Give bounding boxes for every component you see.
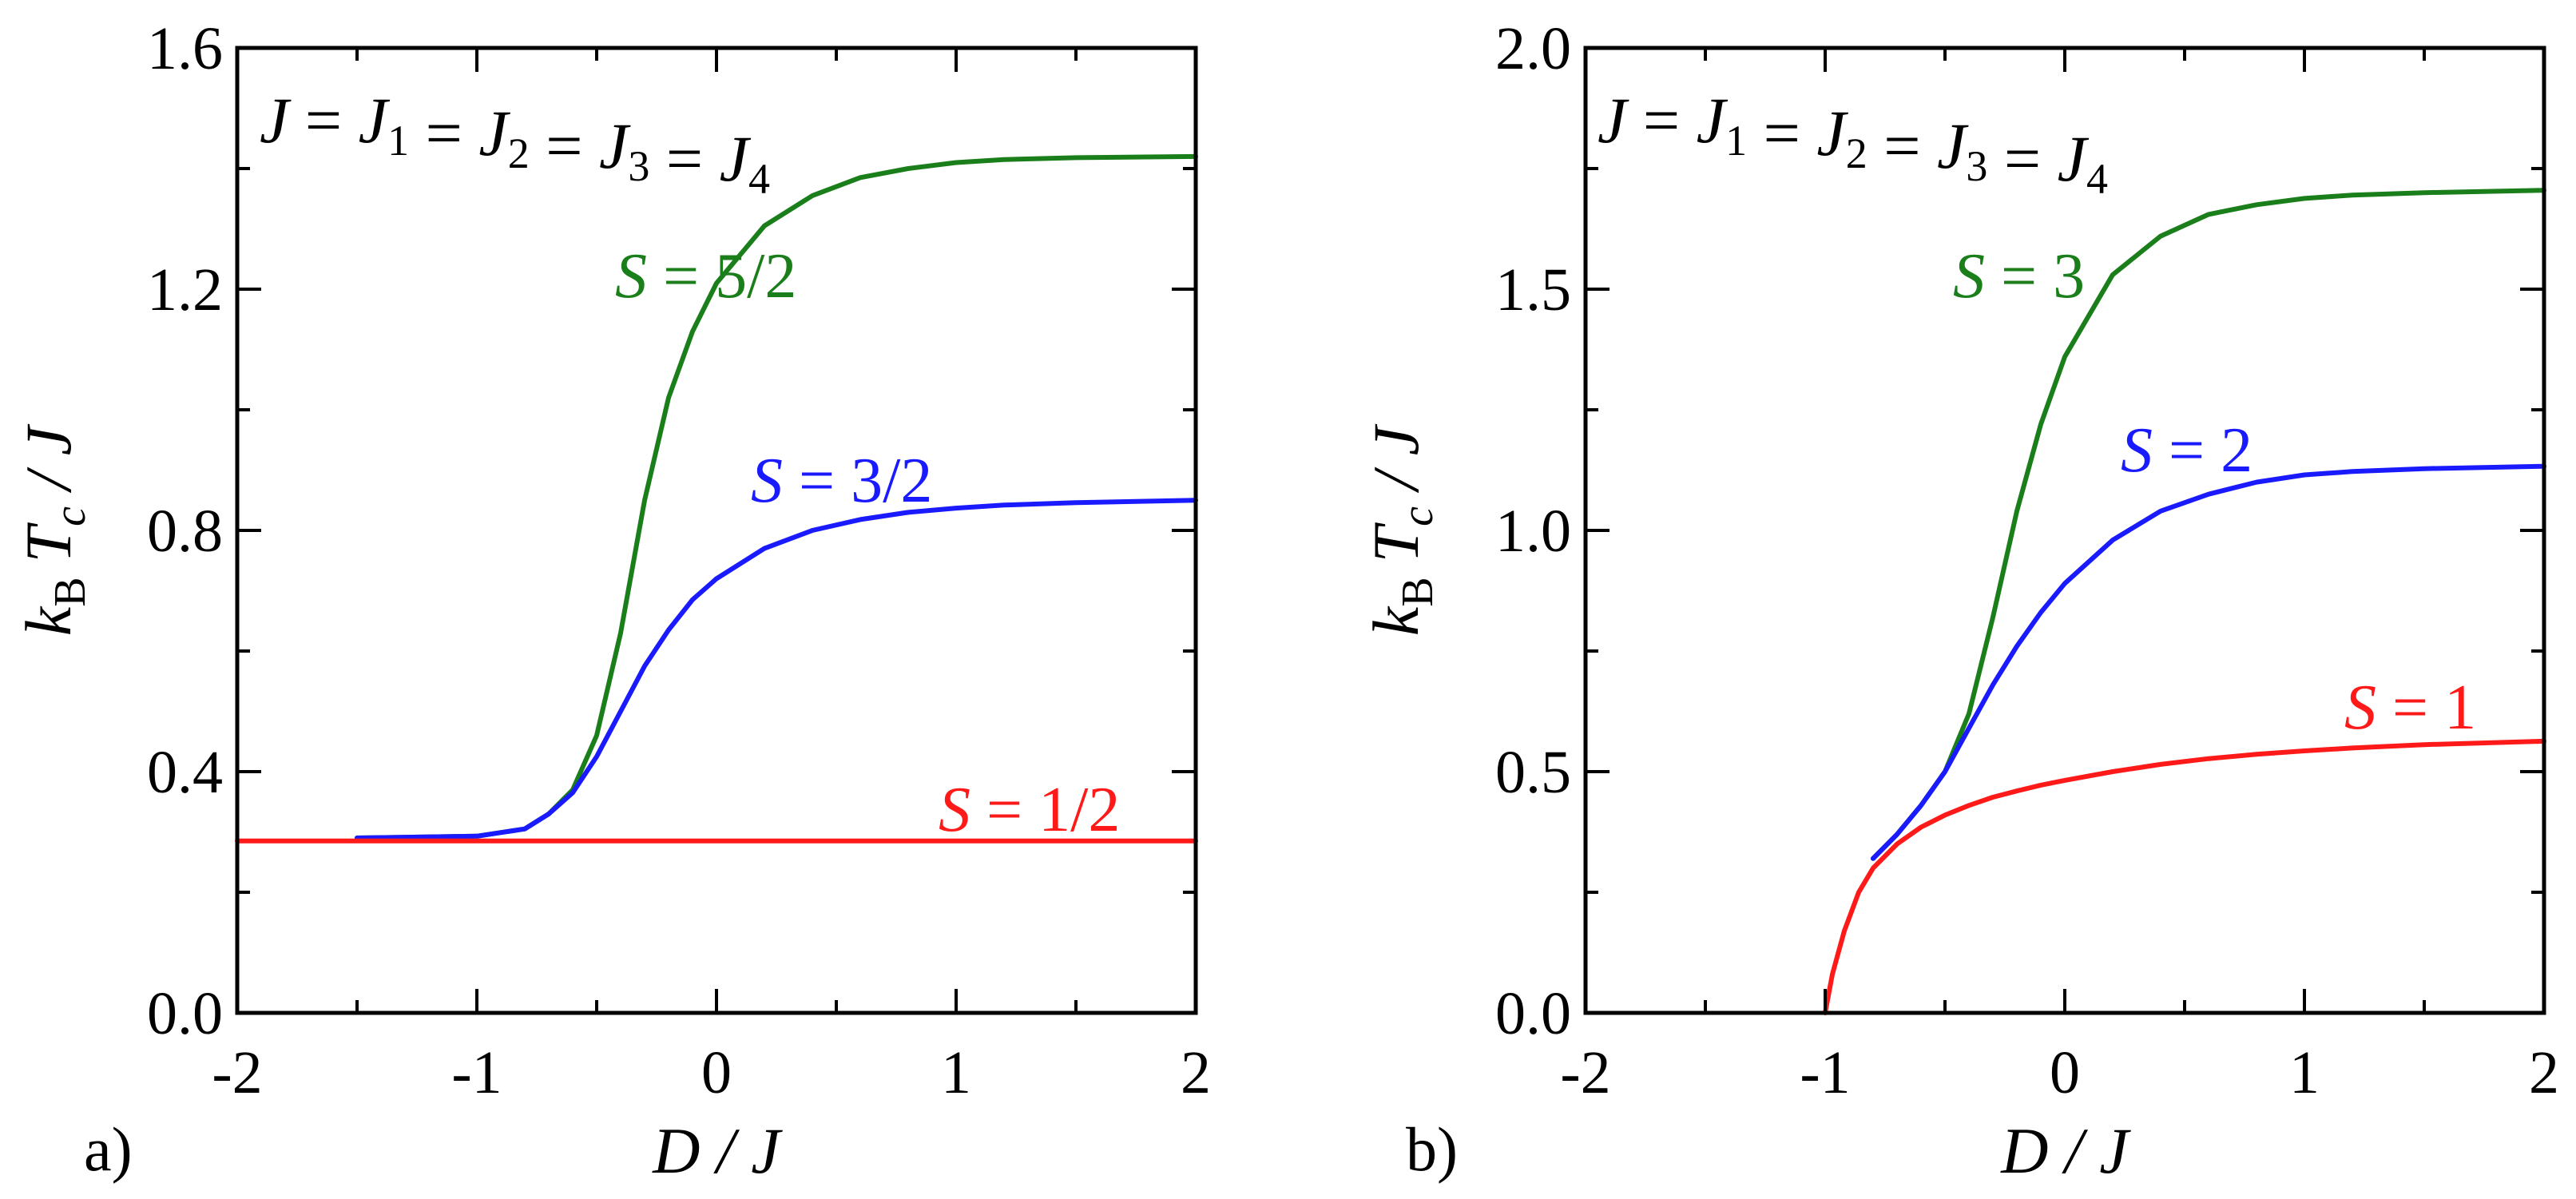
series-label: S = 3 xyxy=(1953,241,2085,312)
y-tick-label: 0.5 xyxy=(1495,739,1571,806)
y-tick-label: 0.0 xyxy=(147,980,223,1047)
x-tick-label: -2 xyxy=(1560,1039,1610,1106)
y-tick-label: 0.0 xyxy=(1495,980,1571,1047)
x-tick-label: 2 xyxy=(1181,1039,1211,1106)
y-tick-label: 0.4 xyxy=(147,739,223,806)
y-tick-label: 2.0 xyxy=(1495,15,1571,82)
series-line-2 xyxy=(1871,463,2546,861)
y-axis-label: kBTc / J xyxy=(1359,423,1443,636)
y-tick-label: 1.6 xyxy=(147,15,223,82)
series-label: S = 3/2 xyxy=(751,446,932,516)
series-label: S = 5/2 xyxy=(615,241,796,312)
panel-a: -2 -1 0 1 2 0.0 0.4 0.8 1.2 1.6 D / J kBTc / J J = J… xyxy=(12,15,1211,1187)
x-tick-label: 0 xyxy=(701,1039,732,1106)
y-tick-label: 1.2 xyxy=(147,256,223,324)
x-tick-label: 1 xyxy=(941,1039,971,1106)
x-tick-label: -1 xyxy=(1800,1039,1850,1106)
y-tick-label: 1.0 xyxy=(1495,498,1571,565)
series-label: S = 2 xyxy=(2121,415,2253,486)
x-tick-label: 0 xyxy=(2050,1039,2080,1106)
y-axis-label: kBTc / J xyxy=(12,423,95,636)
x-tick-label: -2 xyxy=(212,1039,262,1106)
series-label: S = 1 xyxy=(2344,673,2476,743)
panel-label: b) xyxy=(1406,1114,1458,1184)
panel-label: a) xyxy=(84,1114,133,1184)
x-tick-label: -1 xyxy=(451,1039,502,1106)
series-line-32 xyxy=(355,498,1198,840)
coupling-equation: J = J1 = J2 = J3 = J4 xyxy=(260,84,770,203)
y-tick-label: 1.5 xyxy=(1495,256,1571,324)
x-axis-label: D / J xyxy=(652,1114,783,1187)
panel-b: -2 -1 0 1 2 0.0 0.5 1.0 1.5 2.0 D / J kBTc / J J = J… xyxy=(1359,15,2559,1187)
y-tick-label: 0.8 xyxy=(147,498,223,565)
x-axis-label: D / J xyxy=(2000,1114,2131,1187)
x-tick-label: 1 xyxy=(2289,1039,2320,1106)
series-line-1 xyxy=(1823,738,2546,1015)
series-label: S = 1/2 xyxy=(939,775,1120,845)
x-tick-label: 2 xyxy=(2529,1039,2559,1106)
coupling-equation: J = J1 = J2 = J3 = J4 xyxy=(1598,84,2108,203)
